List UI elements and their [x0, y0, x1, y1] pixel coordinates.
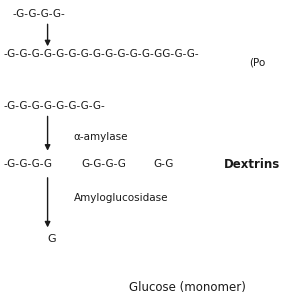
Text: -G-G-G-G-G-G-G-G-: -G-G-G-G-G-G-G-G- [3, 101, 105, 111]
Text: G-G-G-G: G-G-G-G [81, 159, 126, 169]
Text: -G-G-G-G-: -G-G-G-G- [12, 9, 65, 19]
Text: Amyloglucosidase: Amyloglucosidase [74, 193, 168, 203]
Text: Dextrins: Dextrins [224, 158, 280, 171]
Text: -G-G-G-G-G-G-G-G-G-G-G-G-GG-G-G-: -G-G-G-G-G-G-G-G-G-G-G-G-GG-G-G- [3, 49, 199, 59]
Text: α-amylase: α-amylase [74, 132, 128, 142]
Text: G: G [48, 235, 56, 244]
Text: Glucose (monomer): Glucose (monomer) [129, 281, 246, 293]
Text: (Po: (Po [249, 58, 265, 68]
Text: G-G: G-G [154, 159, 174, 169]
Text: -G-G-G-G: -G-G-G-G [3, 159, 52, 169]
